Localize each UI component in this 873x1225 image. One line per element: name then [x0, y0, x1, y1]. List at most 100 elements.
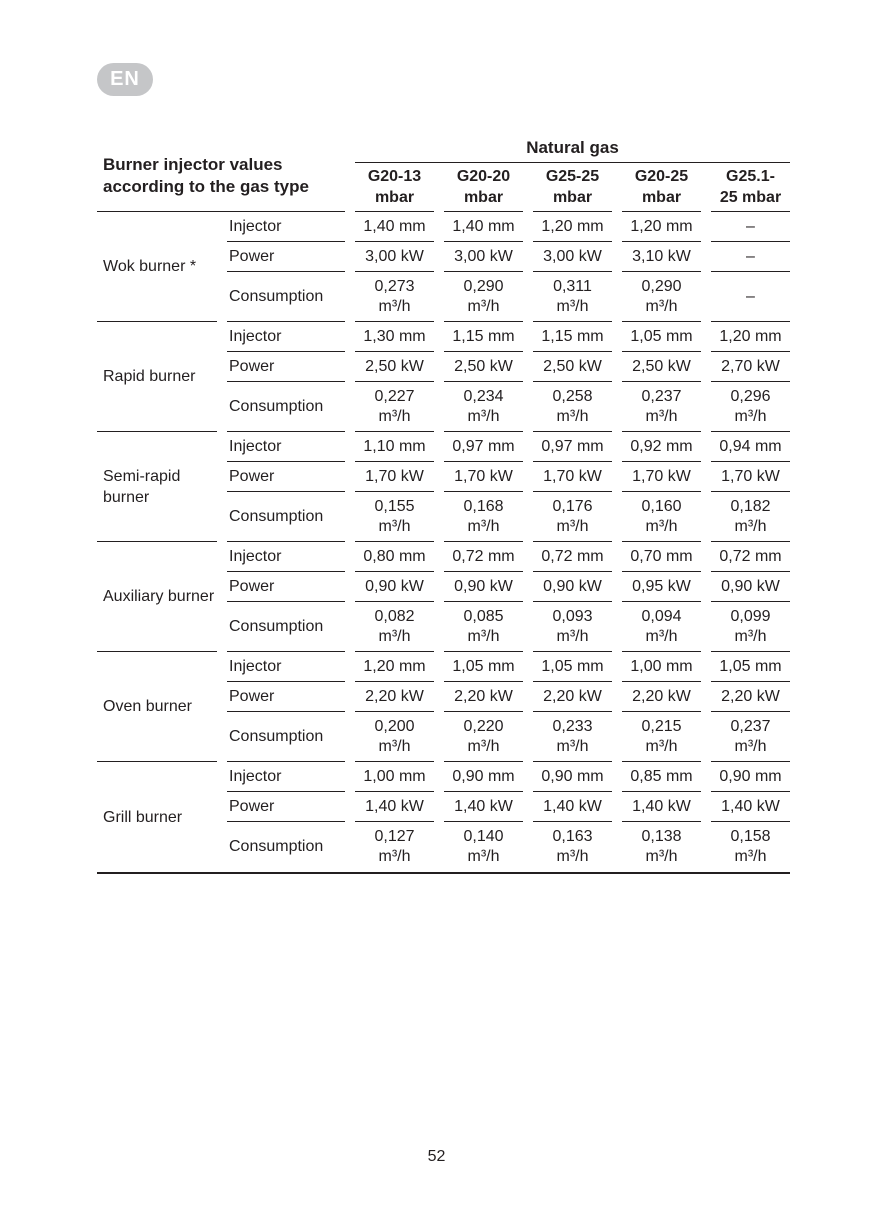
row-label: Power — [227, 352, 345, 382]
power-value: 0,90 kW — [533, 572, 612, 602]
power-value: 2,50 kW — [622, 352, 701, 382]
consumption-value: 0,140 m³/h — [463, 828, 504, 865]
burner-name: Oven burner — [97, 652, 217, 762]
power-value: 0,95 kW — [622, 572, 701, 602]
consumption-value: 0,233 m³/h — [533, 712, 612, 762]
injector-value: 0,90 mm — [533, 762, 612, 792]
table-header: Burner injector values according to the … — [97, 130, 791, 212]
power-value: 2,70 kW — [711, 352, 791, 382]
consumption-value: 0,215 m³/h — [622, 712, 701, 762]
consumption-value: 0,220 m³/h — [444, 712, 523, 762]
injector-value: 0,90 mm — [444, 762, 523, 792]
injector-value: 1,20 mm — [622, 212, 701, 242]
table-row: Power 1,40 kW 1,40 kW 1,40 kW 1,40 kW 1,40 kW — [97, 792, 791, 822]
row-label: Consumption — [229, 838, 324, 855]
table-title: Burner injector values according to the … — [97, 130, 345, 212]
column-header-row: G20-13 mbar G20-20 mbar G25-25 mbar G20-25 … — [97, 163, 791, 212]
consumption-value: 0,290 m³/h — [622, 272, 701, 322]
power-value: 2,50 kW — [533, 352, 612, 382]
power-value: 3,00 kW — [533, 242, 612, 272]
power-value: 2,20 kW — [444, 682, 523, 712]
table-row: Power 2,20 kW 2,20 kW 2,20 kW 2,20 kW 2,20 kW — [97, 682, 791, 712]
gas-group-header: Natural gas — [355, 130, 791, 163]
power-value: 1,70 kW — [444, 462, 523, 492]
injector-value: – — [711, 212, 791, 242]
consumption-value: 0,138 m³/h — [641, 828, 682, 865]
injector-value: 1,40 mm — [355, 212, 434, 242]
consumption-value: 0,237 m³/h — [622, 382, 701, 432]
consumption-value: – — [711, 272, 791, 322]
row-label: Consumption — [227, 382, 345, 432]
consumption-value: 0,296 m³/h — [711, 382, 791, 432]
consumption-value: 0,085 m³/h — [444, 602, 523, 652]
power-value: 1,40 kW — [533, 792, 612, 822]
burner-name: Rapid burner — [97, 322, 217, 432]
power-value: 1,40 kW — [711, 792, 791, 822]
column-header-1: G20-13 mbar — [355, 163, 434, 212]
table-row: Consumption 0,227 m³/h 0,234 m³/h 0,258 m³/… — [97, 382, 791, 432]
power-value: 0,90 kW — [355, 572, 434, 602]
power-value: 2,50 kW — [444, 352, 523, 382]
row-label: Injector — [227, 542, 345, 572]
row-label: Consumption — [227, 272, 345, 322]
row-label: Injector — [227, 652, 345, 682]
consumption-value: 0,176 m³/h — [533, 492, 612, 542]
column-header-3: G25-25 mbar — [533, 163, 612, 212]
consumption-value: 0,258 m³/h — [533, 382, 612, 432]
consumption-value: 0,227 m³/h — [355, 382, 434, 432]
column-header-5: G25.1- 25 mbar — [711, 163, 791, 212]
injector-value: 1,15 mm — [533, 322, 612, 352]
burner-injector-table: Burner injector values according to the … — [87, 130, 800, 872]
table-row: Consumption 0,155 m³/h 0,168 m³/h 0,176 m³/… — [97, 492, 791, 542]
table-row: Rapid burner Injector 1,30 mm 1,15 mm 1,15 m… — [97, 322, 791, 432]
table-row: Grill burner Injector 1,00 mm 0,90 mm 0,90 m… — [97, 762, 791, 826]
power-value: 1,70 kW — [533, 462, 612, 492]
consumption-value: 0,168 m³/h — [444, 492, 523, 542]
injector-value: 0,94 mm — [711, 432, 791, 462]
power-value: 2,20 kW — [533, 682, 612, 712]
injector-value: 1,40 mm — [444, 212, 523, 242]
injector-value: 1,20 mm — [355, 652, 434, 682]
table-row: Consumption 0,200 m³/h 0,220 m³/h 0,233 m³/… — [97, 712, 791, 762]
gas-group-row: Burner injector values according to the … — [97, 130, 791, 212]
power-value: 1,40 kW — [444, 792, 523, 822]
table-row: Power 2,50 kW 2,50 kW 2,50 kW 2,50 kW 2,70 kW — [97, 352, 791, 382]
column-header-2: G20-20 mbar — [444, 163, 523, 212]
table-row: Consumption 0,273 m³/h 0,290 m³/h 0,311 m³/… — [97, 272, 791, 322]
burner-name: Grill burner — [103, 808, 183, 826]
consumption-value: 0,182 m³/h — [711, 492, 791, 542]
row-label: Power — [227, 462, 345, 492]
consumption-value: 0,163 m³/h — [552, 828, 593, 865]
column-header-4: G20-25 mbar — [622, 163, 701, 212]
consumption-value: 0,273 m³/h — [355, 272, 434, 322]
power-value: 2,20 kW — [355, 682, 434, 712]
consumption-value: 0,237 m³/h — [711, 712, 791, 762]
row-label: Injector — [227, 212, 345, 242]
injector-value: 0,72 mm — [711, 542, 791, 572]
injector-value: 0,90 mm — [711, 762, 791, 792]
power-value: 3,00 kW — [355, 242, 434, 272]
power-value: 3,10 kW — [622, 242, 701, 272]
injector-value: 1,05 mm — [444, 652, 523, 682]
table-row: Consumption 0,082 m³/h 0,085 m³/h 0,093 m³/… — [97, 602, 791, 652]
consumption-value: 0,093 m³/h — [533, 602, 612, 652]
burner-name: Wok burner * — [97, 212, 217, 322]
injector-value: 1,05 mm — [533, 652, 612, 682]
power-value: 1,40 kW — [355, 792, 434, 822]
row-label: Injector — [227, 432, 345, 462]
table-row: Power 1,70 kW 1,70 kW 1,70 kW 1,70 kW 1,70 kW — [97, 462, 791, 492]
table-row: Auxiliary burner Injector 0,80 mm 0,72 mm 0,… — [97, 542, 791, 652]
row-label: Consumption — [227, 602, 345, 652]
consumption-value: 0,234 m³/h — [444, 382, 523, 432]
table-row: Oven burner Injector 1,20 mm 1,05 mm 1,05 mm… — [97, 652, 791, 762]
row-label: Power — [227, 242, 345, 272]
burner-name: Semi-rapid burner — [97, 432, 217, 542]
table-row: Power 0,90 kW 0,90 kW 0,90 kW 0,95 kW 0,90 kW — [97, 572, 791, 602]
consumption-value: 0,094 m³/h — [622, 602, 701, 652]
row-label: Power — [227, 792, 345, 822]
table-row: Consumption 0,127 m³/h 0,140 m³/h 0,163 m³/… — [97, 822, 790, 872]
injector-value: 0,97 mm — [444, 432, 523, 462]
injector-value: 1,05 mm — [711, 652, 791, 682]
injector-value: 0,72 mm — [444, 542, 523, 572]
power-value: 0,90 kW — [444, 572, 523, 602]
